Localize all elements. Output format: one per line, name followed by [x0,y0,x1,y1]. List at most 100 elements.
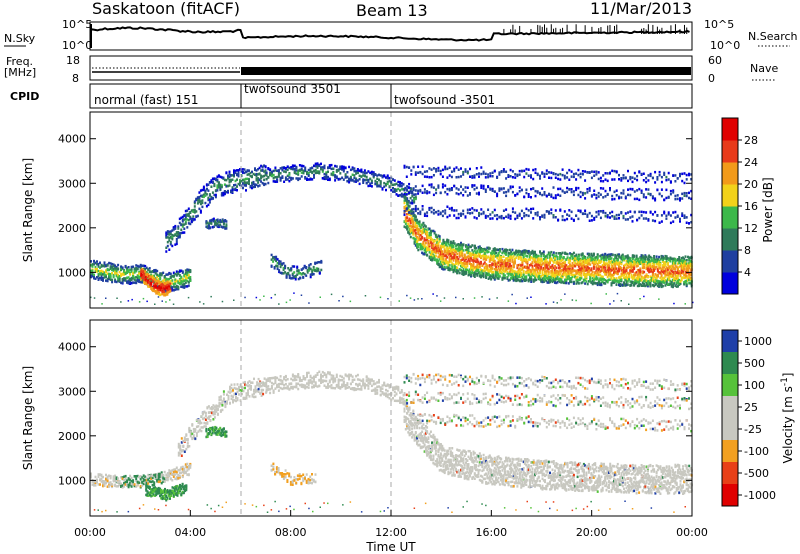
power-cell [439,263,442,266]
power-scatter [90,162,694,305]
power-cell [675,259,678,262]
power-cell [623,281,625,284]
power-cell [233,171,235,174]
power-cell [518,250,521,253]
power-cell [468,268,471,271]
power-cell [624,263,627,267]
power-cell [471,259,474,262]
power-cell [181,218,184,222]
power-cell [277,171,280,175]
power-cell [267,167,270,171]
power-cell [516,250,519,253]
power-cell [630,284,633,287]
power-cell [562,268,565,271]
power-cell [628,275,630,278]
power-cell [536,258,539,262]
power-cell [481,272,484,275]
power-cell [631,270,634,273]
power-cell [610,283,613,287]
power-cell [210,185,213,188]
power-cell [491,258,494,262]
power-cell [269,173,272,177]
power-cell [478,265,481,269]
power-cell [139,267,142,270]
power-cell [97,265,100,268]
power-cell [559,259,562,262]
power-cell [265,177,268,181]
power-cell [314,162,317,166]
power-cell [290,176,293,180]
power-cell [518,273,521,276]
power-cell [530,280,533,283]
power-cell [629,283,632,287]
power-cell [590,256,593,260]
power-cell [552,277,555,280]
power-cell [187,214,190,218]
power-cell [411,231,414,235]
power-cell [335,175,338,178]
power-cell [222,193,225,197]
power-cell [118,279,121,282]
power-cell [506,270,509,274]
power-cell [349,175,352,179]
power-cell [502,261,505,264]
power-cell [428,233,431,237]
power-cell [584,282,587,285]
power-cell [570,210,573,214]
power-cell [603,260,605,263]
power-cell [117,275,120,279]
power-cell [120,274,123,277]
power-cell [243,178,246,181]
power-cell [577,262,580,266]
power-cell [274,176,277,179]
power-cell [199,202,202,206]
power-cell [276,175,279,179]
power-cell [448,255,451,259]
power-cell [635,261,638,264]
power-cell [673,271,676,274]
power-cell [94,261,97,265]
power-cell [659,272,662,275]
power-cell [555,252,558,255]
power-cell [584,259,587,262]
power-cell [570,271,573,274]
power-cell [270,172,273,176]
power-cell [604,270,607,274]
power-cell [165,286,168,289]
power-cell [175,287,178,291]
power-cell [608,254,610,258]
power-cell [216,180,219,183]
power-cell [476,259,479,263]
power-cell [570,280,573,283]
power-cell [670,281,673,284]
power-cell [431,255,434,259]
power-cell [272,174,275,177]
power-cell [199,209,202,213]
power-cell [102,276,104,280]
power-cell [581,267,584,270]
power-cell [626,263,629,267]
power-cell [367,180,370,183]
power-cell [645,275,648,278]
power-cell [575,258,578,261]
power-cell [536,275,539,279]
power-cell [625,280,628,283]
power-cell [432,250,435,253]
power-cell [536,255,539,258]
power-cell [586,258,589,262]
power-cell [576,262,579,266]
power-cell [274,180,277,183]
power-cell [571,257,574,260]
power-cell [467,269,470,273]
power-cell [523,250,526,254]
power-cell [177,285,180,289]
power-cell [220,193,223,197]
power-cell [621,253,624,257]
power-cell [546,274,549,278]
power-cell [448,264,451,267]
power-cell [500,256,503,259]
power-cell [136,264,139,268]
power-cell [648,282,651,285]
power-cell [679,282,682,285]
power-cell [444,254,447,258]
